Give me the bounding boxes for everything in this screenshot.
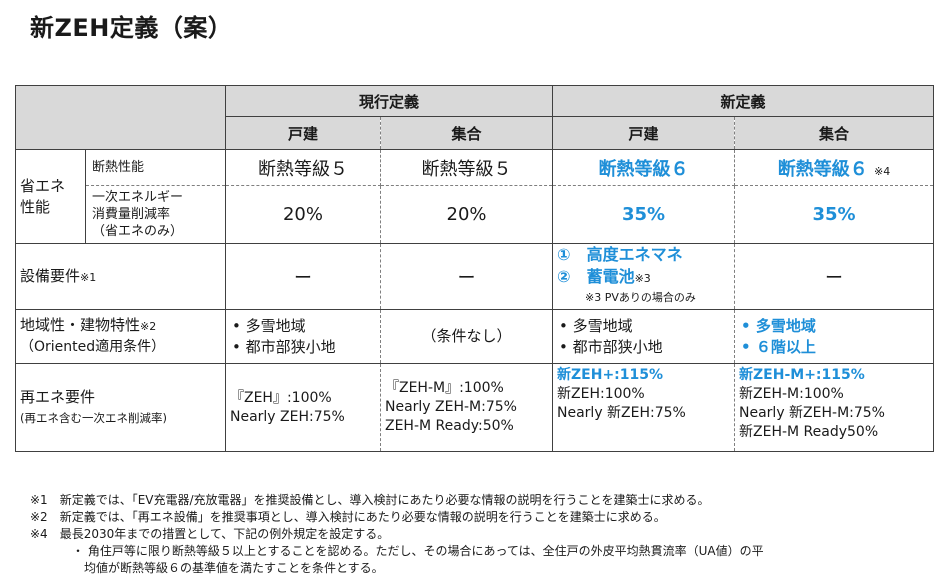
renewable-current-collective-item: Nearly ZEH-M:75% [385,399,517,415]
cell-renewable-current-collective: 『ZEH-M』:100% Nearly ZEH-M:75% ZEH-M Read… [379,363,554,452]
cell-regional-current-detached: 多雪地域 都市部狭小地 [225,309,381,364]
footnote-mark-3: ※3 [634,272,651,285]
renewable-current-collective-item: ZEH-M Ready:50% [385,418,514,434]
reduction-label-line3: （省エネのみ） [92,224,184,239]
equipment-item-energy-management: ① 高度エネマネ [557,245,683,264]
renewable-current-detached-item: Nearly ZEH:75% [230,408,345,425]
footnote-4: ※4 最長2030年までの措置として、下記の例外規定を設定する。 [30,527,390,541]
cell-regional-new-detached: 多雪地域 都市部狭小地 [552,309,736,364]
renewable-new-collective-item: 新ZEH-M:100% [739,386,844,402]
cell-equipment-new-detached: ① 高度エネマネ ② 蓄電池※3 ※3 PVありの場合のみ [552,243,736,310]
header-current-collective: 集合 [379,116,554,150]
header-current-detached: 戸建 [225,116,381,150]
row-label-energy-saving: 省エネ 性能 [15,149,86,244]
cell-reduction-new-collective: 35% [734,185,935,244]
renewable-new-collective-plus: 新ZEH-M+:115% [739,367,865,383]
cell-equipment-new-collective: ー [734,243,935,310]
footnote-mark-4: ※4 [874,164,891,178]
regional-new-collective-item: ６階以上 [741,337,933,358]
header-corner [15,85,226,150]
footnotes: ※1 新定義では、「EV充電器/充放電器」を推奨設備とし、導入検討にあたり必要な… [30,492,930,577]
row-label-regional: 地域性・建物特性※2 （Oriented適用条件） [15,309,226,364]
cell-renewable-current-detached: 『ZEH』:100% Nearly ZEH:75% [225,363,381,452]
footnote-2: ※2 新定義では、「再エネ設備」を推奨事項とし、導入検討にあたり必要な情報の説明… [30,510,666,524]
regional-label-line2: （Oriented適用条件） [20,339,166,355]
header-new-detached: 戸建 [552,116,736,150]
cell-insulation-current-detached: 断熱等級５ [225,149,381,186]
energy-saving-label-line2: 性能 [20,197,51,216]
renewable-new-detached-item: 新ZEH:100% [557,386,645,402]
energy-saving-label-line1: 省エネ [20,176,66,195]
header-new-definition: 新定義 [552,85,935,117]
equipment-item-battery-row: ② 蓄電池※3 [557,266,734,290]
cell-insulation-new-collective: 断熱等級６ ※4 [734,149,935,186]
cell-equipment-current-collective: ー [379,243,554,310]
cell-reduction-new-detached: 35% [552,185,736,244]
header-current-definition: 現行定義 [224,85,554,117]
reduction-label-line2: 消費量削減率 [92,207,171,222]
row-label-equipment: 設備要件※1 [15,243,226,310]
footnote-1: ※1 新定義では、「EV充電器/充放電器」を推奨設備とし、導入検討にあたり必要な… [30,493,710,507]
equipment-label: 設備要件 [20,266,81,285]
regional-new-detached-item: 多雪地域 [559,316,734,337]
renewable-new-detached-item: Nearly 新ZEH:75% [557,405,686,421]
row-label-reduction: 一次エネルギー 消費量削減率 （省エネのみ） [85,185,226,244]
renewable-current-detached-item: 『ZEH』:100% [230,389,332,406]
regional-label-line1-row: 地域性・建物特性※2 [20,315,225,337]
footnote-4-detail-line1: ・ 角住戸等に限り断熱等級５以上とすることを認める。ただし、その場合にあっては、… [72,544,764,558]
cell-reduction-current-detached: 20% [225,185,381,244]
cell-insulation-new-detached: 断熱等級６ [552,149,736,186]
row-label-insulation: 断熱性能 [85,149,226,186]
cell-insulation-current-collective: 断熱等級５ [379,149,554,186]
row-label-renewable: 再エネ要件 (再エネ含む一次エネ削減率) [15,363,226,452]
cell-reduction-current-collective: 20% [379,185,554,244]
cell-equipment-current-detached: ー [225,243,381,310]
page-title: 新ZEH定義（案） [30,14,233,42]
footnote-mark-1: ※1 [80,270,97,284]
header-new-collective: 集合 [734,116,935,150]
regional-current-detached-item: 多雪地域 [232,316,380,337]
renewable-new-collective-item: 新ZEH-M Ready50% [739,424,879,440]
cell-renewable-new-collective: 新ZEH-M+:115% 新ZEH-M:100% Nearly 新ZEH-M:7… [734,363,935,452]
equipment-item-battery: ② 蓄電池 [557,267,635,286]
equipment-footnote-3: ※3 PVありの場合のみ [585,291,696,304]
insulation-new-collective-value: 断熱等級６ [777,158,868,180]
regional-current-detached-item: 都市部狭小地 [232,337,380,358]
cell-renewable-new-detached: 新ZEH+:115% 新ZEH:100% Nearly 新ZEH:75% [552,363,736,452]
zeh-definition-table: 現行定義 新定義 戸建 集合 戸建 集合 省エネ 性能 断熱性能 断熱等級５ 断… [15,85,935,452]
renewable-current-collective-item: 『ZEH-M』:100% [385,380,504,396]
renewable-label-line1: 再エネ要件 [20,387,96,406]
reduction-label-line1: 一次エネルギー [92,190,184,205]
renewable-label-line2: (再エネ含む一次エネ削減率) [20,410,167,425]
regional-new-detached-item: 都市部狭小地 [559,337,734,358]
footnote-mark-2: ※2 [140,320,157,333]
cell-regional-current-collective: （条件なし） [379,309,554,364]
regional-label-line1: 地域性・建物特性 [20,316,141,334]
footnote-4-detail-line2: 均値が断熱等級６の基準値を満たすことを条件とする。 [84,561,384,575]
cell-regional-new-collective: 多雪地域 ６階以上 [734,309,935,364]
renewable-new-detached-plus: 新ZEH+:115% [557,367,664,383]
renewable-new-collective-item: Nearly 新ZEH-M:75% [739,405,885,421]
regional-new-collective-item: 多雪地域 [741,316,933,337]
